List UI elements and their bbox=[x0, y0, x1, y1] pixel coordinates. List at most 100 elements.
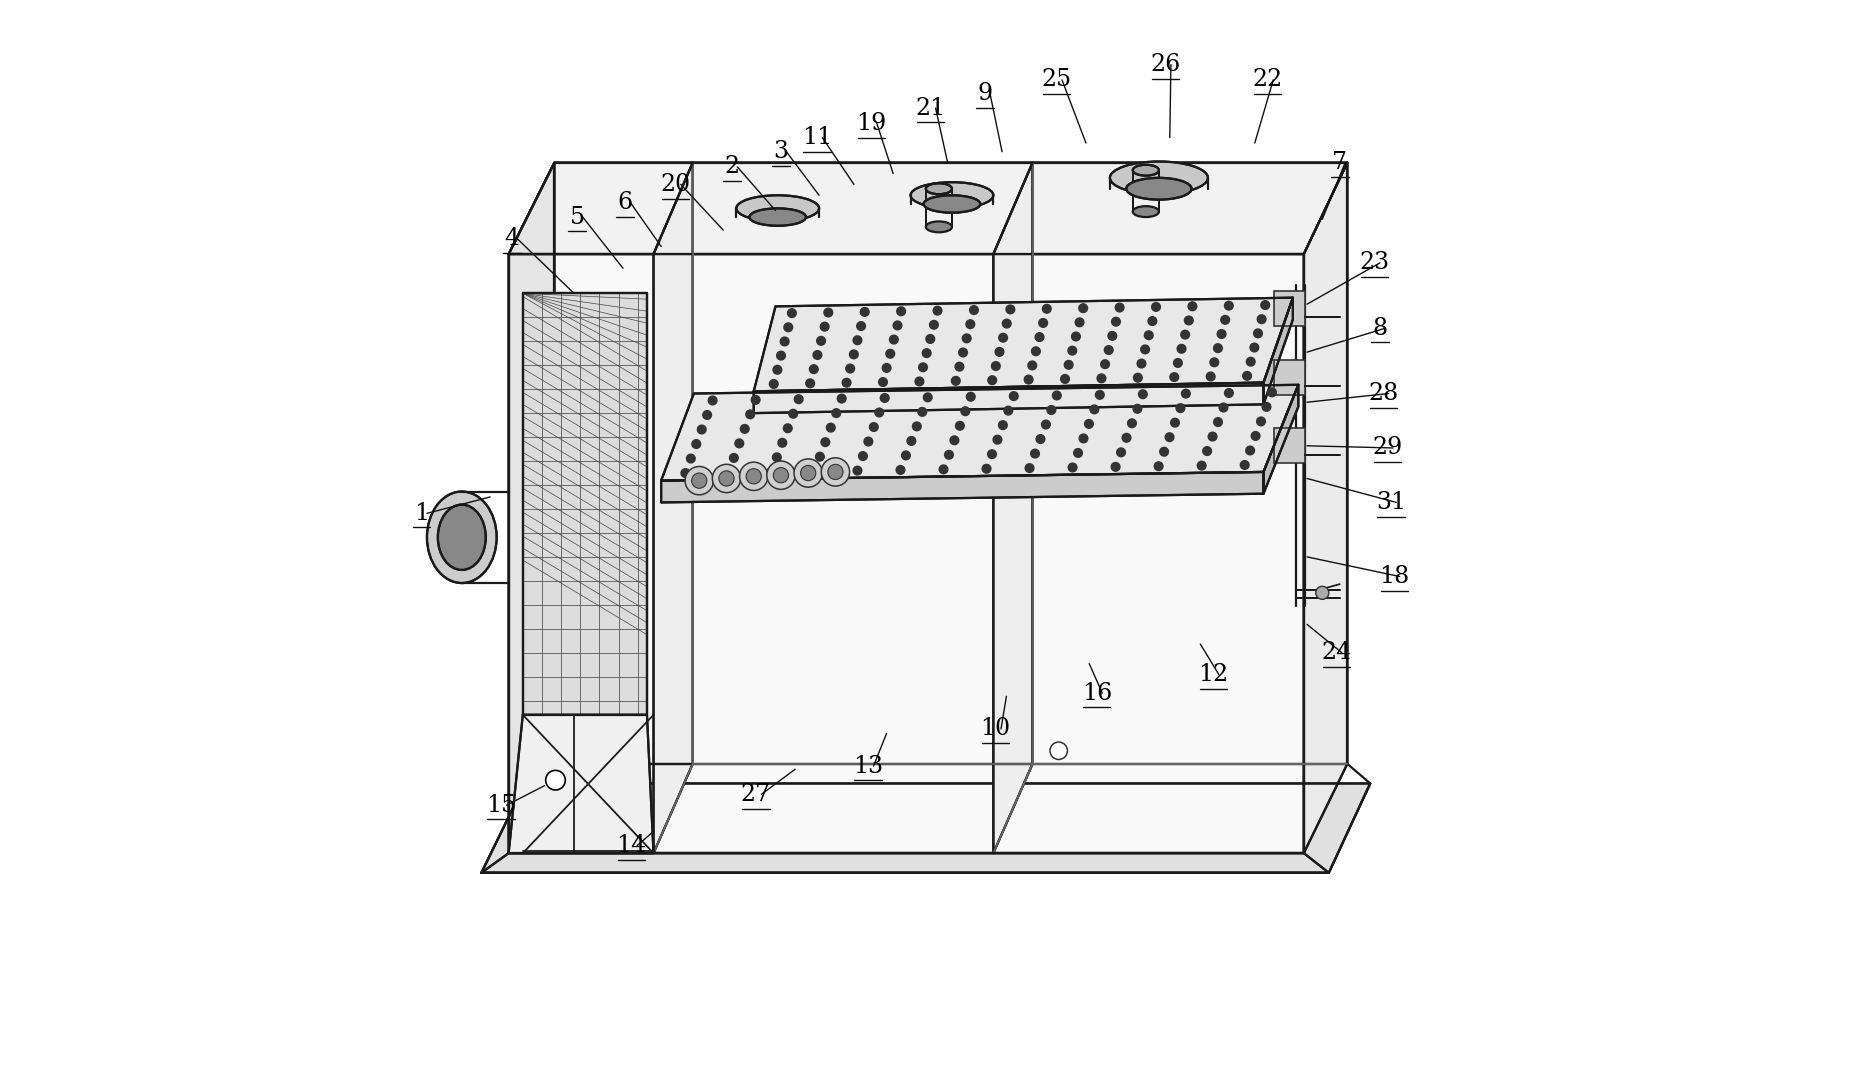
Circle shape bbox=[709, 396, 716, 405]
Text: 13: 13 bbox=[853, 755, 883, 778]
Circle shape bbox=[1050, 743, 1067, 760]
Polygon shape bbox=[753, 298, 1293, 391]
Circle shape bbox=[814, 452, 824, 461]
Circle shape bbox=[1005, 305, 1015, 313]
Circle shape bbox=[746, 468, 761, 484]
Text: 19: 19 bbox=[855, 111, 887, 135]
Circle shape bbox=[794, 459, 822, 487]
Circle shape bbox=[1221, 316, 1228, 324]
Text: 27: 27 bbox=[740, 783, 770, 806]
Circle shape bbox=[842, 378, 850, 387]
Circle shape bbox=[991, 361, 1000, 370]
Circle shape bbox=[777, 438, 787, 447]
Circle shape bbox=[1089, 405, 1098, 414]
Circle shape bbox=[1256, 314, 1265, 323]
Circle shape bbox=[1078, 434, 1087, 442]
Circle shape bbox=[987, 450, 996, 459]
Polygon shape bbox=[1263, 384, 1298, 494]
Circle shape bbox=[1100, 360, 1109, 368]
Circle shape bbox=[1145, 331, 1152, 340]
Text: 6: 6 bbox=[618, 191, 633, 214]
Circle shape bbox=[738, 462, 768, 490]
Circle shape bbox=[1183, 316, 1193, 324]
Polygon shape bbox=[1263, 298, 1293, 404]
Circle shape bbox=[820, 322, 829, 331]
Circle shape bbox=[1261, 403, 1271, 412]
Text: 2: 2 bbox=[723, 155, 738, 178]
Text: 11: 11 bbox=[801, 126, 831, 149]
Circle shape bbox=[831, 408, 840, 417]
Circle shape bbox=[889, 335, 898, 344]
Ellipse shape bbox=[1126, 178, 1191, 200]
Circle shape bbox=[1030, 449, 1039, 458]
Circle shape bbox=[766, 467, 775, 476]
Text: 7: 7 bbox=[1332, 151, 1347, 174]
Circle shape bbox=[998, 420, 1007, 429]
Circle shape bbox=[816, 336, 825, 345]
Circle shape bbox=[703, 411, 710, 419]
Text: 16: 16 bbox=[1081, 681, 1111, 704]
Circle shape bbox=[774, 467, 788, 483]
Text: 31: 31 bbox=[1375, 491, 1406, 514]
Circle shape bbox=[1002, 319, 1011, 328]
Circle shape bbox=[1260, 300, 1269, 309]
Polygon shape bbox=[480, 853, 1328, 873]
Circle shape bbox=[1070, 332, 1080, 341]
Circle shape bbox=[1256, 417, 1265, 426]
Circle shape bbox=[712, 464, 740, 492]
Circle shape bbox=[1035, 435, 1044, 443]
Circle shape bbox=[1224, 389, 1232, 397]
Circle shape bbox=[939, 465, 948, 474]
Text: 22: 22 bbox=[1252, 69, 1282, 92]
Bar bbox=[1274, 292, 1304, 327]
Circle shape bbox=[770, 380, 777, 389]
Circle shape bbox=[824, 308, 833, 317]
Circle shape bbox=[766, 461, 794, 489]
Circle shape bbox=[965, 320, 974, 329]
Circle shape bbox=[1165, 432, 1172, 441]
Text: 14: 14 bbox=[616, 834, 647, 857]
Circle shape bbox=[933, 306, 940, 314]
Circle shape bbox=[1031, 347, 1039, 356]
Circle shape bbox=[1137, 390, 1146, 399]
Circle shape bbox=[545, 770, 566, 790]
Circle shape bbox=[1133, 373, 1141, 382]
Circle shape bbox=[1148, 317, 1156, 325]
Circle shape bbox=[963, 334, 970, 343]
Circle shape bbox=[955, 422, 965, 430]
Text: 12: 12 bbox=[1198, 663, 1228, 686]
Circle shape bbox=[853, 466, 861, 475]
Text: 8: 8 bbox=[1371, 317, 1388, 340]
Circle shape bbox=[1052, 391, 1061, 400]
Circle shape bbox=[1248, 343, 1258, 352]
Polygon shape bbox=[992, 163, 1031, 853]
Circle shape bbox=[1083, 419, 1093, 428]
Circle shape bbox=[1039, 319, 1046, 328]
Circle shape bbox=[1024, 464, 1033, 473]
Circle shape bbox=[692, 440, 699, 449]
Circle shape bbox=[877, 378, 887, 387]
Text: 26: 26 bbox=[1150, 54, 1180, 76]
Circle shape bbox=[1152, 302, 1159, 311]
Circle shape bbox=[1267, 388, 1276, 396]
Circle shape bbox=[885, 349, 894, 358]
Circle shape bbox=[1041, 420, 1050, 429]
Circle shape bbox=[1068, 463, 1076, 472]
Circle shape bbox=[1252, 329, 1261, 337]
Circle shape bbox=[820, 458, 850, 486]
Circle shape bbox=[809, 365, 818, 373]
Circle shape bbox=[783, 323, 792, 332]
Circle shape bbox=[1213, 344, 1222, 353]
Circle shape bbox=[926, 334, 935, 343]
Text: 20: 20 bbox=[660, 173, 690, 195]
Circle shape bbox=[850, 351, 857, 359]
Circle shape bbox=[918, 363, 928, 371]
Circle shape bbox=[915, 377, 924, 385]
Circle shape bbox=[1067, 346, 1076, 355]
Ellipse shape bbox=[1132, 165, 1158, 176]
Circle shape bbox=[827, 464, 842, 479]
Circle shape bbox=[1117, 448, 1124, 456]
Circle shape bbox=[1035, 333, 1043, 342]
Circle shape bbox=[1115, 304, 1124, 312]
Polygon shape bbox=[480, 783, 1369, 873]
